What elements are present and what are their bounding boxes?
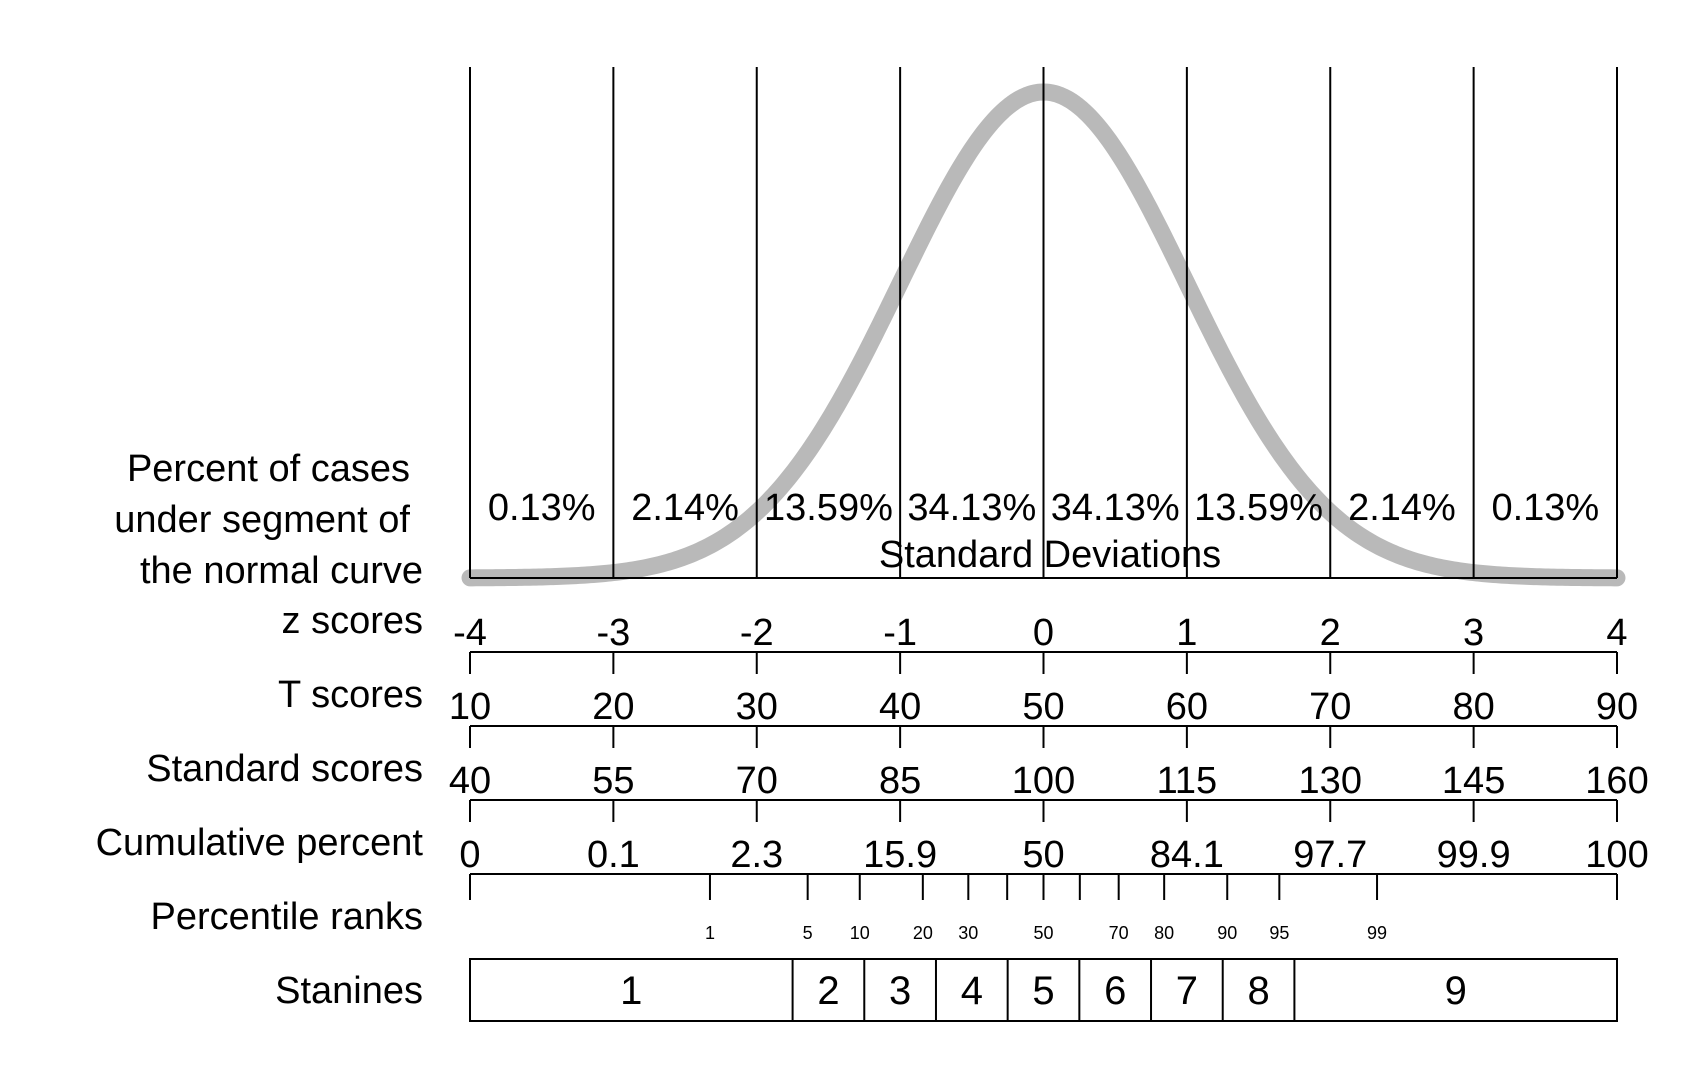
row-label-t-scores: T scores	[278, 674, 423, 716]
row-label-z-scores: z scores	[282, 600, 423, 642]
z-score-tick-label: -1	[883, 612, 917, 654]
t-score-tick-label: 10	[449, 686, 491, 728]
stanine-frame	[469, 958, 1618, 1022]
cumulative-percent-label: 100	[1585, 834, 1648, 876]
stanine-number: 9	[1445, 969, 1467, 1013]
stanine-number: 2	[817, 969, 839, 1013]
stanine-boxes-group: 1 2 3 4 5 6 7 8 9	[469, 958, 1618, 1022]
cumulative-percent-label: 0	[459, 834, 480, 876]
percentile-tick-label: 30	[958, 923, 978, 943]
segment-percent-label: 13.59%	[764, 487, 893, 529]
standard-score-tick-label: 100	[1012, 760, 1075, 802]
t-score-tick-label: 90	[1596, 686, 1638, 728]
cumulative-percent-label: 97.7	[1293, 834, 1367, 876]
percentile-tick-label: 99	[1367, 923, 1387, 943]
row-label-percentile-ranks: Percentile ranks	[151, 896, 423, 938]
cumulative-percent-label: 84.1	[1150, 834, 1224, 876]
standard-score-tick-label: 145	[1442, 760, 1505, 802]
percentile-tick-label: 90	[1217, 923, 1237, 943]
percentile-tick-label: 10	[850, 923, 870, 943]
z-score-tick-label: -3	[596, 612, 630, 654]
standard-score-tick-label: 130	[1299, 760, 1362, 802]
stanine-number: 6	[1104, 969, 1126, 1013]
cumulative-percent-label: 2.3	[730, 834, 783, 876]
sd-lines-group	[469, 67, 1618, 579]
t-score-tick-label: 70	[1309, 686, 1351, 728]
t-score-tick-label: 20	[592, 686, 634, 728]
t-score-tick-label: 50	[1022, 686, 1064, 728]
segment-percent-label: 0.13%	[488, 487, 596, 529]
percentile-tick-label: 95	[1269, 923, 1289, 943]
row-label-cumulative-percent: Cumulative percent	[96, 822, 424, 864]
cumulative-percent-label: 50	[1022, 834, 1064, 876]
stanine-number: 4	[961, 969, 983, 1013]
z-score-tick-label: 0	[1033, 612, 1054, 654]
percentile-tick-label: 70	[1109, 923, 1129, 943]
standard-score-tick-label: 40	[449, 760, 491, 802]
row-label-stanines: Stanines	[275, 970, 423, 1012]
segment-percent-label: 13.59%	[1194, 487, 1323, 529]
standard-score-tick-label: 55	[592, 760, 634, 802]
stanine-number: 7	[1176, 969, 1198, 1013]
stanine-number: 3	[889, 969, 911, 1013]
cumulative-percent-label: 99.9	[1437, 834, 1511, 876]
stanine-number: 5	[1032, 969, 1054, 1013]
z-score-tick-label: -4	[453, 612, 487, 654]
standard-score-tick-label: 115	[1157, 760, 1218, 802]
percentile-tick-label: 1	[705, 923, 715, 943]
t-score-tick-label: 30	[736, 686, 778, 728]
row-labels-group: 0.13% 2.14% 13.59% 34.13% 34.13% 13.59% 2.14% 0…	[96, 448, 1600, 1012]
standard-score-tick-label: 70	[736, 760, 778, 802]
segment-percent-label: 2.14%	[1348, 487, 1456, 529]
segment-percent-label: 0.13%	[1491, 487, 1599, 529]
z-score-tick-label: 3	[1463, 612, 1484, 654]
segment-percent-label: 34.13%	[1051, 487, 1180, 529]
row-label-percent-of-cases: under segment of	[114, 499, 410, 541]
z-score-tick-label: -2	[740, 612, 774, 654]
percentile-tick-label: 80	[1154, 923, 1174, 943]
stanine-number: 1	[620, 969, 642, 1013]
t-score-tick-label: 40	[879, 686, 921, 728]
percentile-tick-label: 20	[913, 923, 933, 943]
stanine-number: 8	[1247, 969, 1269, 1013]
z-score-tick-label: 1	[1176, 612, 1197, 654]
cumulative-percent-label: 15.9	[863, 834, 937, 876]
z-score-tick-label: 2	[1320, 612, 1341, 654]
percentile-tick-label: 50	[1033, 923, 1053, 943]
axis-title-standard-deviations: Standard Deviations	[879, 534, 1221, 576]
segment-percent-label: 2.14%	[631, 487, 739, 529]
row-label-percent-of-cases: the normal curve	[140, 550, 423, 592]
t-score-tick-label: 80	[1452, 686, 1494, 728]
t-score-tick-label: 60	[1166, 686, 1208, 728]
segment-percent-label: 34.13%	[907, 487, 1036, 529]
z-score-tick-label: 4	[1606, 612, 1627, 654]
standard-score-tick-label: 160	[1585, 760, 1648, 802]
percentile-tick-label: 5	[803, 923, 813, 943]
row-label-standard-scores: Standard scores	[146, 748, 423, 790]
row-label-percent-of-cases: Percent of cases	[127, 448, 410, 490]
standard-score-tick-label: 85	[879, 760, 921, 802]
cumulative-percent-label: 0.1	[587, 834, 640, 876]
